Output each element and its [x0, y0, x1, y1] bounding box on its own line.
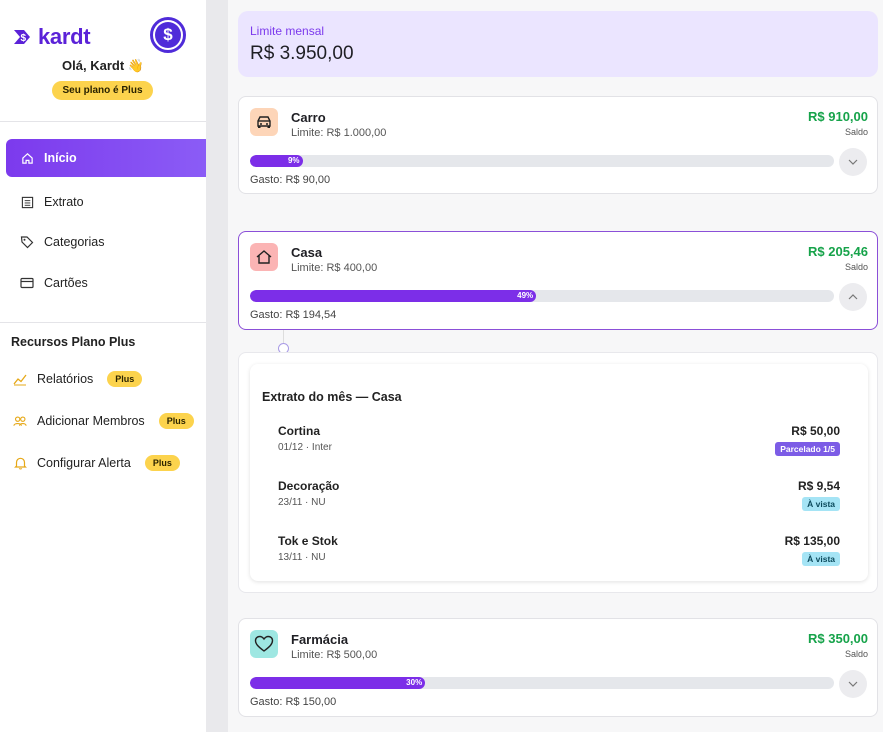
plus-badge: Plus [107, 371, 143, 387]
car-icon [250, 108, 278, 136]
category-name: Carro [291, 110, 326, 125]
transaction-row[interactable]: Cortina 01/12 · Inter R$ 50,00 Parcelado… [278, 424, 840, 460]
expand-button[interactable] [839, 148, 867, 176]
spent-progress-fill: 30% [250, 677, 426, 689]
plus-badge: Plus [158, 413, 194, 429]
monthly-limit-card: Limite mensal R$ 3.950,00 [238, 11, 878, 77]
house-icon [250, 243, 278, 271]
greeting: Olá, Kardt 👋 [62, 58, 144, 73]
category-balance-label: Saldo [844, 127, 868, 137]
transaction-meta: 23/11 · NU [278, 497, 326, 508]
transaction-name: Tok e Stok [278, 534, 338, 548]
category-limit: Limite: R$ 400,00 [291, 262, 378, 274]
transaction-row[interactable]: Decoração 23/11 · NU R$ 9,54 À vista [278, 479, 840, 515]
transaction-name: Cortina [278, 424, 320, 438]
spent-progress-bar: 9% [250, 155, 834, 167]
chevron-up-icon [848, 294, 858, 300]
sidebar-scroll-gutter [206, 0, 228, 732]
svg-text:$: $ [21, 33, 27, 44]
nav-item-configurar-alerta[interactable]: Configurar Alerta Plus [0, 444, 200, 482]
nav-label: Configurar Alerta [37, 456, 131, 470]
category-limit: Limite: R$ 500,00 [291, 649, 378, 661]
monthly-limit-value: R$ 3.950,00 [250, 43, 354, 64]
statement-title: Extrato do mês — Casa [262, 390, 402, 404]
nav-item-categorias[interactable]: Categorias [6, 223, 206, 261]
chevron-down-icon [848, 681, 858, 687]
nav-item-extrato[interactable]: Extrato [6, 183, 206, 221]
collapse-button[interactable] [839, 283, 867, 311]
dollar-coin-icon: $ [155, 22, 181, 48]
category-limit: Limite: R$ 1.000,00 [291, 127, 387, 139]
list-icon [20, 195, 34, 209]
plus-badge: Plus [144, 455, 180, 471]
spent-progress-fill: 49% [250, 290, 537, 302]
expand-button[interactable] [839, 670, 867, 698]
nav-label: Extrato [44, 195, 84, 209]
bell-icon [13, 456, 27, 470]
transaction-row[interactable]: Tok e Stok 13/11 · NU R$ 135,00 À vista [278, 534, 840, 570]
category-balance-label: Saldo [844, 649, 868, 659]
category-spent: Gasto: R$ 150,00 [250, 696, 337, 708]
brand-name: kardt [38, 24, 91, 49]
divider [0, 121, 206, 122]
nav-item-adicionar-membros[interactable]: Adicionar Membros Plus [0, 402, 200, 440]
category-balance: R$ 350,00 [808, 631, 868, 646]
statement-card: Extrato do mês — Casa Cortina 01/12 · In… [250, 364, 868, 581]
transaction-name: Decoração [278, 479, 340, 493]
sidebar: $ kardt $ Olá, Kardt 👋 Seu plano é Plus … [0, 0, 206, 732]
transaction-tag: À vista [802, 552, 840, 566]
transaction-tag: Parcelado 1/5 [775, 442, 840, 456]
nav-label: Relatórios [37, 372, 94, 386]
transaction-amount: R$ 135,00 [784, 534, 840, 548]
plan-badge[interactable]: Seu plano é Plus [52, 81, 153, 100]
spent-progress-label: 9% [287, 156, 300, 165]
transaction-meta: 13/11 · NU [278, 552, 326, 563]
transaction-amount: R$ 9,54 [797, 479, 840, 493]
nav-label: Categorias [44, 235, 105, 249]
heart-icon [250, 630, 278, 658]
card-icon [20, 276, 34, 290]
chevron-down-icon [848, 159, 858, 165]
connector-line [283, 330, 284, 344]
users-icon [13, 414, 27, 428]
home-icon [20, 151, 34, 165]
category-balance: R$ 205,46 [808, 244, 868, 259]
spent-progress-label: 30% [406, 678, 423, 687]
nav-item-relatorios[interactable]: Relatórios Plus [0, 360, 200, 398]
plus-section-title: Recursos Plano Plus [11, 335, 136, 349]
monthly-limit-label: Limite mensal [250, 24, 325, 38]
category-balance-label: Saldo [844, 262, 868, 272]
category-card-carro[interactable]: Carro Limite: R$ 1.000,00 R$ 910,00 Sald… [238, 96, 878, 194]
tag-icon [20, 235, 34, 249]
transaction-amount: R$ 50,00 [791, 424, 840, 438]
transaction-tag: À vista [802, 497, 840, 511]
spent-progress-bar: 30% [250, 677, 834, 689]
statement-panel: Extrato do mês — Casa Cortina 01/12 · In… [238, 352, 878, 593]
category-card-farmacia[interactable]: Farmácia Limite: R$ 500,00 R$ 350,00 Sal… [238, 618, 878, 717]
main-content: Limite mensal R$ 3.950,00 Carro Limite: … [228, 0, 883, 732]
nav-item-inicio[interactable]: Início [6, 139, 206, 177]
avatar[interactable]: $ [150, 17, 186, 53]
nav-label: Adicionar Membros [37, 414, 145, 428]
spent-progress-fill: 9% [250, 155, 303, 167]
chart-line-icon [13, 372, 27, 386]
category-spent: Gasto: R$ 90,00 [250, 174, 331, 186]
nav-item-cartoes[interactable]: Cartões [6, 264, 206, 302]
nav-label: Cartões [44, 276, 88, 290]
category-name: Casa [291, 245, 323, 260]
category-name: Farmácia [291, 632, 349, 647]
nav-label: Início [44, 151, 77, 165]
category-card-casa[interactable]: Casa Limite: R$ 400,00 R$ 205,46 Saldo 4… [238, 231, 878, 330]
spent-progress-label: 49% [517, 291, 534, 300]
divider [0, 322, 206, 323]
transaction-meta: 01/12 · Inter [278, 442, 332, 453]
brand-logo[interactable]: $ kardt [11, 24, 91, 50]
kardt-logo-icon: $ [14, 30, 30, 44]
category-spent: Gasto: R$ 194,54 [250, 309, 337, 321]
category-balance: R$ 910,00 [808, 109, 868, 124]
spent-progress-bar: 49% [250, 290, 834, 302]
